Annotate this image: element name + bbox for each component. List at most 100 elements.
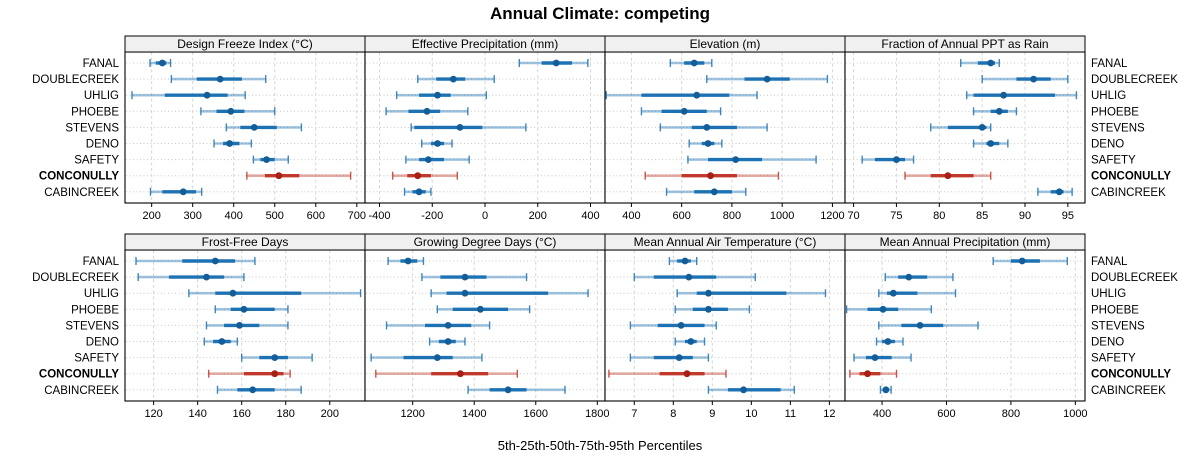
axis-tick-label: 180	[277, 408, 295, 420]
median-dot	[404, 257, 412, 265]
station-label-left-uhlig: UHLIG	[84, 288, 119, 300]
median-dot	[227, 107, 235, 115]
panel-mean-annual-precipitation-mm: 400 600 800 1000 Mean Annual Precipitation (…	[844, 233, 1088, 420]
station-label-left-doublecreek: DOUBLECREEK	[32, 74, 119, 86]
median-dot	[732, 156, 740, 164]
median-dot	[763, 75, 771, 83]
station-label-right-fanal: FANAL	[1091, 256, 1128, 268]
interval-fanal	[960, 59, 1000, 67]
interval-phoebe	[385, 107, 469, 116]
median-dot	[229, 289, 237, 297]
median-dot	[414, 172, 422, 180]
station-label-left-cabincreek: CABINCREEK	[44, 385, 119, 397]
interval-cabincreek	[467, 385, 566, 394]
interval-cabincreek	[1037, 187, 1073, 196]
median-dot	[476, 305, 484, 313]
median-dot	[987, 140, 995, 147]
strip-title: Fraction of Annual PPT as Rain	[881, 37, 1048, 51]
station-label-right-phoebe: PHOEBE	[1091, 106, 1139, 118]
axis-tick-label: 95	[1062, 210, 1074, 222]
interval-doublecreek	[137, 273, 245, 282]
median-dot	[707, 172, 714, 180]
panel-design-freeze-index-c: 200 300 400 500 600 700 Design Freeze Index (°…	[124, 35, 366, 222]
axis-tick-label: 400	[622, 210, 640, 222]
interval-doublecreek	[421, 273, 528, 282]
median-dot	[433, 354, 441, 361]
interval-safety	[861, 155, 915, 164]
axis-tick-label: 10	[745, 408, 757, 420]
median-dot	[884, 338, 892, 345]
median-dot	[864, 370, 871, 378]
axis-tick-label: 1600	[524, 408, 548, 420]
station-label-left-fanal: FANAL	[83, 58, 120, 70]
median-dot	[704, 140, 712, 147]
station-label-right-conconully: CONCONULLY	[1091, 171, 1171, 183]
median-dot	[690, 59, 698, 67]
axis-tick-label: 1200	[820, 210, 844, 222]
interval-doublecreek	[981, 75, 1069, 84]
median-dot	[1030, 75, 1037, 83]
median-dot	[1055, 188, 1063, 196]
station-label-right-phoebe: PHOEBE	[1091, 304, 1139, 316]
axis-tick-label: 160	[233, 408, 251, 420]
strip-title: Frost-Free Days	[202, 235, 289, 249]
interval-safety	[240, 353, 313, 362]
axis-tick-label: 1800	[585, 408, 609, 420]
median-dot	[456, 124, 464, 131]
interval-deno	[688, 139, 723, 148]
median-dot	[444, 322, 452, 329]
station-label-left-conconully: CONCONULLY	[39, 369, 119, 381]
interval-uhlig	[605, 91, 758, 100]
station-label-left-safety: SAFETY	[74, 353, 119, 365]
axis-tick-label: 800	[723, 210, 741, 222]
median-dot	[456, 370, 464, 378]
interval-cabincreek	[879, 385, 892, 394]
interval-cabincreek	[707, 385, 795, 394]
median-dot	[218, 338, 226, 345]
axis-tick-label: 600	[937, 408, 955, 420]
median-dot	[236, 322, 243, 329]
median-dot	[423, 107, 431, 115]
interval-conconully	[849, 369, 898, 378]
interval-stevens	[410, 123, 527, 132]
interval-uhlig	[188, 289, 362, 298]
interval-conconully	[904, 171, 992, 180]
median-dot	[444, 338, 452, 345]
interval-deno	[674, 337, 706, 346]
interval-uhlig	[878, 289, 957, 298]
axis-caption: 5th-25th-50th-75th-95th Percentiles	[497, 438, 703, 453]
interval-fanal	[992, 257, 1068, 265]
median-dot	[680, 107, 688, 115]
interval-stevens	[385, 321, 491, 330]
interval-stevens	[629, 321, 717, 330]
station-label-right-doublecreek: DOUBLECREEK	[1091, 272, 1178, 284]
panel-growing-degree-days-c: 1200 1400 1600 1800 Growing Degree Days (°C)	[364, 233, 610, 420]
interval-deno	[203, 337, 238, 346]
median-dot	[882, 386, 890, 394]
interval-conconully	[391, 171, 459, 180]
interval-deno	[875, 337, 904, 346]
interval-deno	[972, 139, 1009, 148]
interval-deno	[213, 139, 253, 148]
station-label-right-doublecreek: DOUBLECREEK	[1091, 74, 1178, 86]
interval-safety	[629, 353, 710, 362]
interval-phoebe	[200, 107, 276, 116]
axis-tick-label: 700	[348, 210, 366, 222]
median-dot	[1000, 91, 1007, 99]
axis-tick-label: 400	[225, 210, 243, 222]
interval-doublecreek	[633, 273, 756, 282]
station-label-left-phoebe: PHOEBE	[71, 304, 119, 316]
axis-tick-label: 12	[823, 408, 835, 420]
station-label-left-safety: SAFETY	[74, 155, 119, 167]
interval-fanal	[669, 59, 713, 67]
axis-tick-label: 800	[1002, 408, 1020, 420]
interval-cabincreek	[216, 385, 302, 394]
station-label-left-fanal: FANAL	[83, 256, 120, 268]
interval-doublecreek	[706, 75, 829, 84]
strip-title: Effective Precipitation (mm)	[412, 37, 559, 51]
strip-header	[844, 233, 1086, 251]
station-label-right-fanal: FANAL	[1091, 58, 1128, 70]
median-dot	[693, 91, 701, 99]
axis-tick-label: 7	[631, 408, 637, 420]
